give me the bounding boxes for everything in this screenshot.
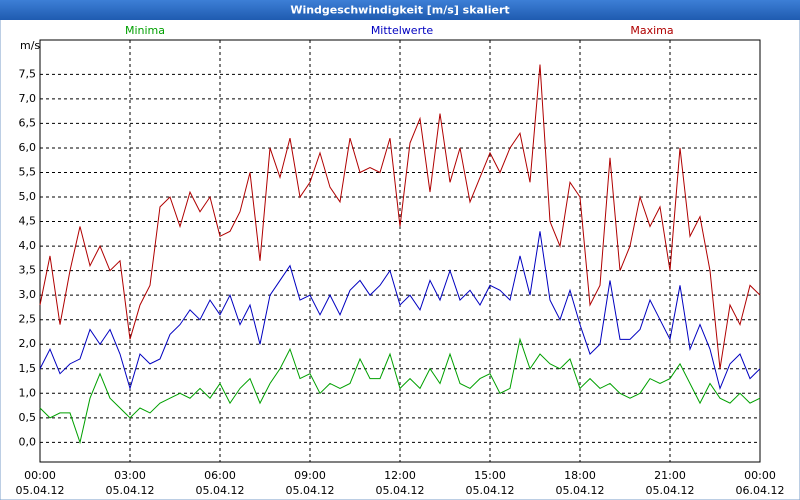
title-bar (0, 0, 800, 20)
series-line (39, 337, 761, 445)
chart-title: Windgeschwindigkeit [m/s] skaliert (290, 4, 509, 17)
y-tick-label: 6,0 (19, 141, 37, 154)
x-tick-date: 05.04.12 (556, 484, 605, 497)
x-tick-label: 09:00 (294, 469, 326, 482)
y-tick-label: 3,5 (19, 264, 37, 277)
y-tick-label: 0,0 (19, 435, 37, 448)
y-unit: m/s (20, 39, 40, 52)
legend-label: Minima (125, 24, 165, 37)
y-tick-label: 7,0 (19, 92, 37, 105)
x-tick-date: 05.04.12 (466, 484, 515, 497)
x-tick-date: 05.04.12 (16, 484, 65, 497)
y-tick-label: 5,5 (19, 165, 37, 178)
x-tick-label: 00:00 (744, 469, 776, 482)
y-tick-label: 2,0 (19, 337, 37, 350)
x-tick-date: 05.04.12 (196, 484, 245, 497)
y-tick-label: 4,0 (19, 239, 37, 252)
legend-label: Maxima (630, 24, 673, 37)
y-tick-label: 5,0 (19, 190, 37, 203)
x-tick-label: 12:00 (384, 469, 416, 482)
y-tick-label: 1,5 (19, 362, 37, 375)
y-tick-label: 4,5 (19, 215, 37, 228)
x-tick-label: 18:00 (564, 469, 596, 482)
series-line (39, 231, 761, 391)
x-tick-date: 05.04.12 (106, 484, 155, 497)
x-tick-label: 21:00 (654, 469, 686, 482)
y-tick-label: 1,0 (19, 386, 37, 399)
series-line (39, 64, 761, 369)
y-tick-label: 2,5 (19, 313, 37, 326)
x-tick-date: 05.04.12 (646, 484, 695, 497)
x-tick-date: 05.04.12 (376, 484, 425, 497)
legend-label: Mittelwerte (371, 24, 434, 37)
x-tick-label: 15:00 (474, 469, 506, 482)
y-tick-label: 6,5 (19, 116, 37, 129)
y-tick-label: 7,5 (19, 67, 37, 80)
y-tick-label: 3,0 (19, 288, 37, 301)
x-tick-label: 00:00 (24, 469, 56, 482)
x-tick-date: 05.04.12 (286, 484, 335, 497)
plot-border (39, 39, 761, 463)
x-tick-label: 06:00 (204, 469, 236, 482)
x-tick-label: 03:00 (114, 469, 146, 482)
y-tick-label: 0,5 (19, 411, 37, 424)
x-tick-date: 06.04.12 (736, 484, 785, 497)
